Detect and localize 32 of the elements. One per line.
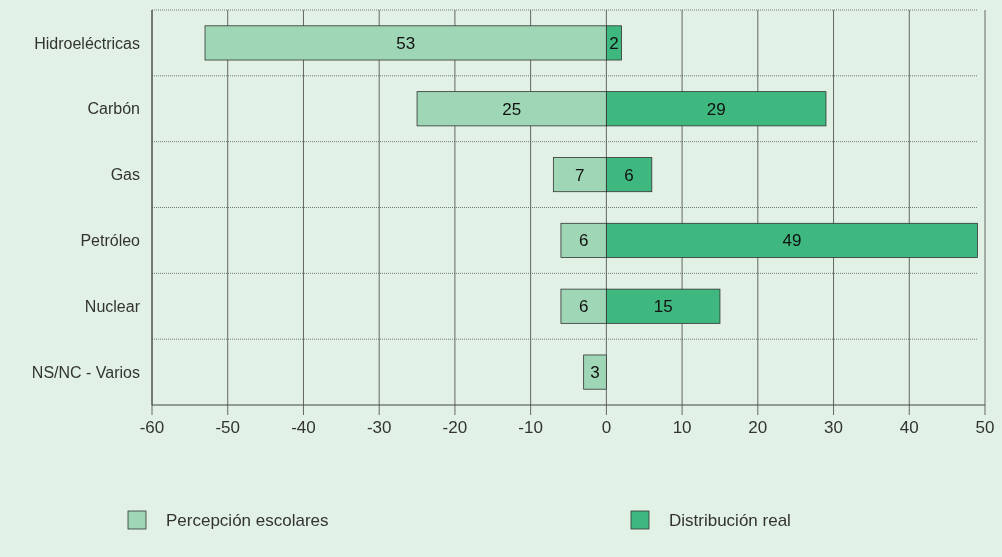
x-tick-label: 10 <box>672 418 692 437</box>
x-tick-label: 20 <box>748 418 768 437</box>
legend-label: Distribución real <box>669 510 791 530</box>
data-label: 49 <box>782 231 802 251</box>
data-label: 3 <box>590 363 600 383</box>
y-tick-label: Nuclear <box>84 297 141 315</box>
y-tick-label: Hidroeléctricas <box>34 34 140 52</box>
x-tick-label: -20 <box>442 418 468 437</box>
x-tick-label: -50 <box>215 418 241 437</box>
x-tick-label: 50 <box>975 418 995 437</box>
bar <box>583 354 607 390</box>
x-tick-label: -40 <box>291 418 316 437</box>
data-label: 15 <box>653 297 673 317</box>
x-tick-label: 40 <box>899 418 919 437</box>
x-tick-label: -10 <box>518 418 543 437</box>
data-label: 6 <box>578 297 589 317</box>
data-label: 7 <box>575 165 585 185</box>
data-label: 6 <box>624 165 634 185</box>
y-tick-label: Carbón <box>87 100 140 118</box>
data-label: 25 <box>502 99 522 119</box>
data-label: 2 <box>609 33 619 53</box>
y-tick-label: NS/NC - Varios <box>31 363 140 381</box>
x-tick-label: 0 <box>601 418 612 437</box>
y-tick-label: Gas <box>110 166 140 184</box>
x-tick-label: 30 <box>824 418 844 437</box>
data-label: 6 <box>578 231 589 251</box>
x-tick-label: -60 <box>139 418 165 437</box>
x-tick-label: -30 <box>366 418 392 437</box>
data-label: 29 <box>706 99 726 119</box>
y-tick-label: Petróleo <box>80 232 141 250</box>
legend-label: Percepción escolares <box>166 510 329 530</box>
data-label: 53 <box>396 33 416 53</box>
